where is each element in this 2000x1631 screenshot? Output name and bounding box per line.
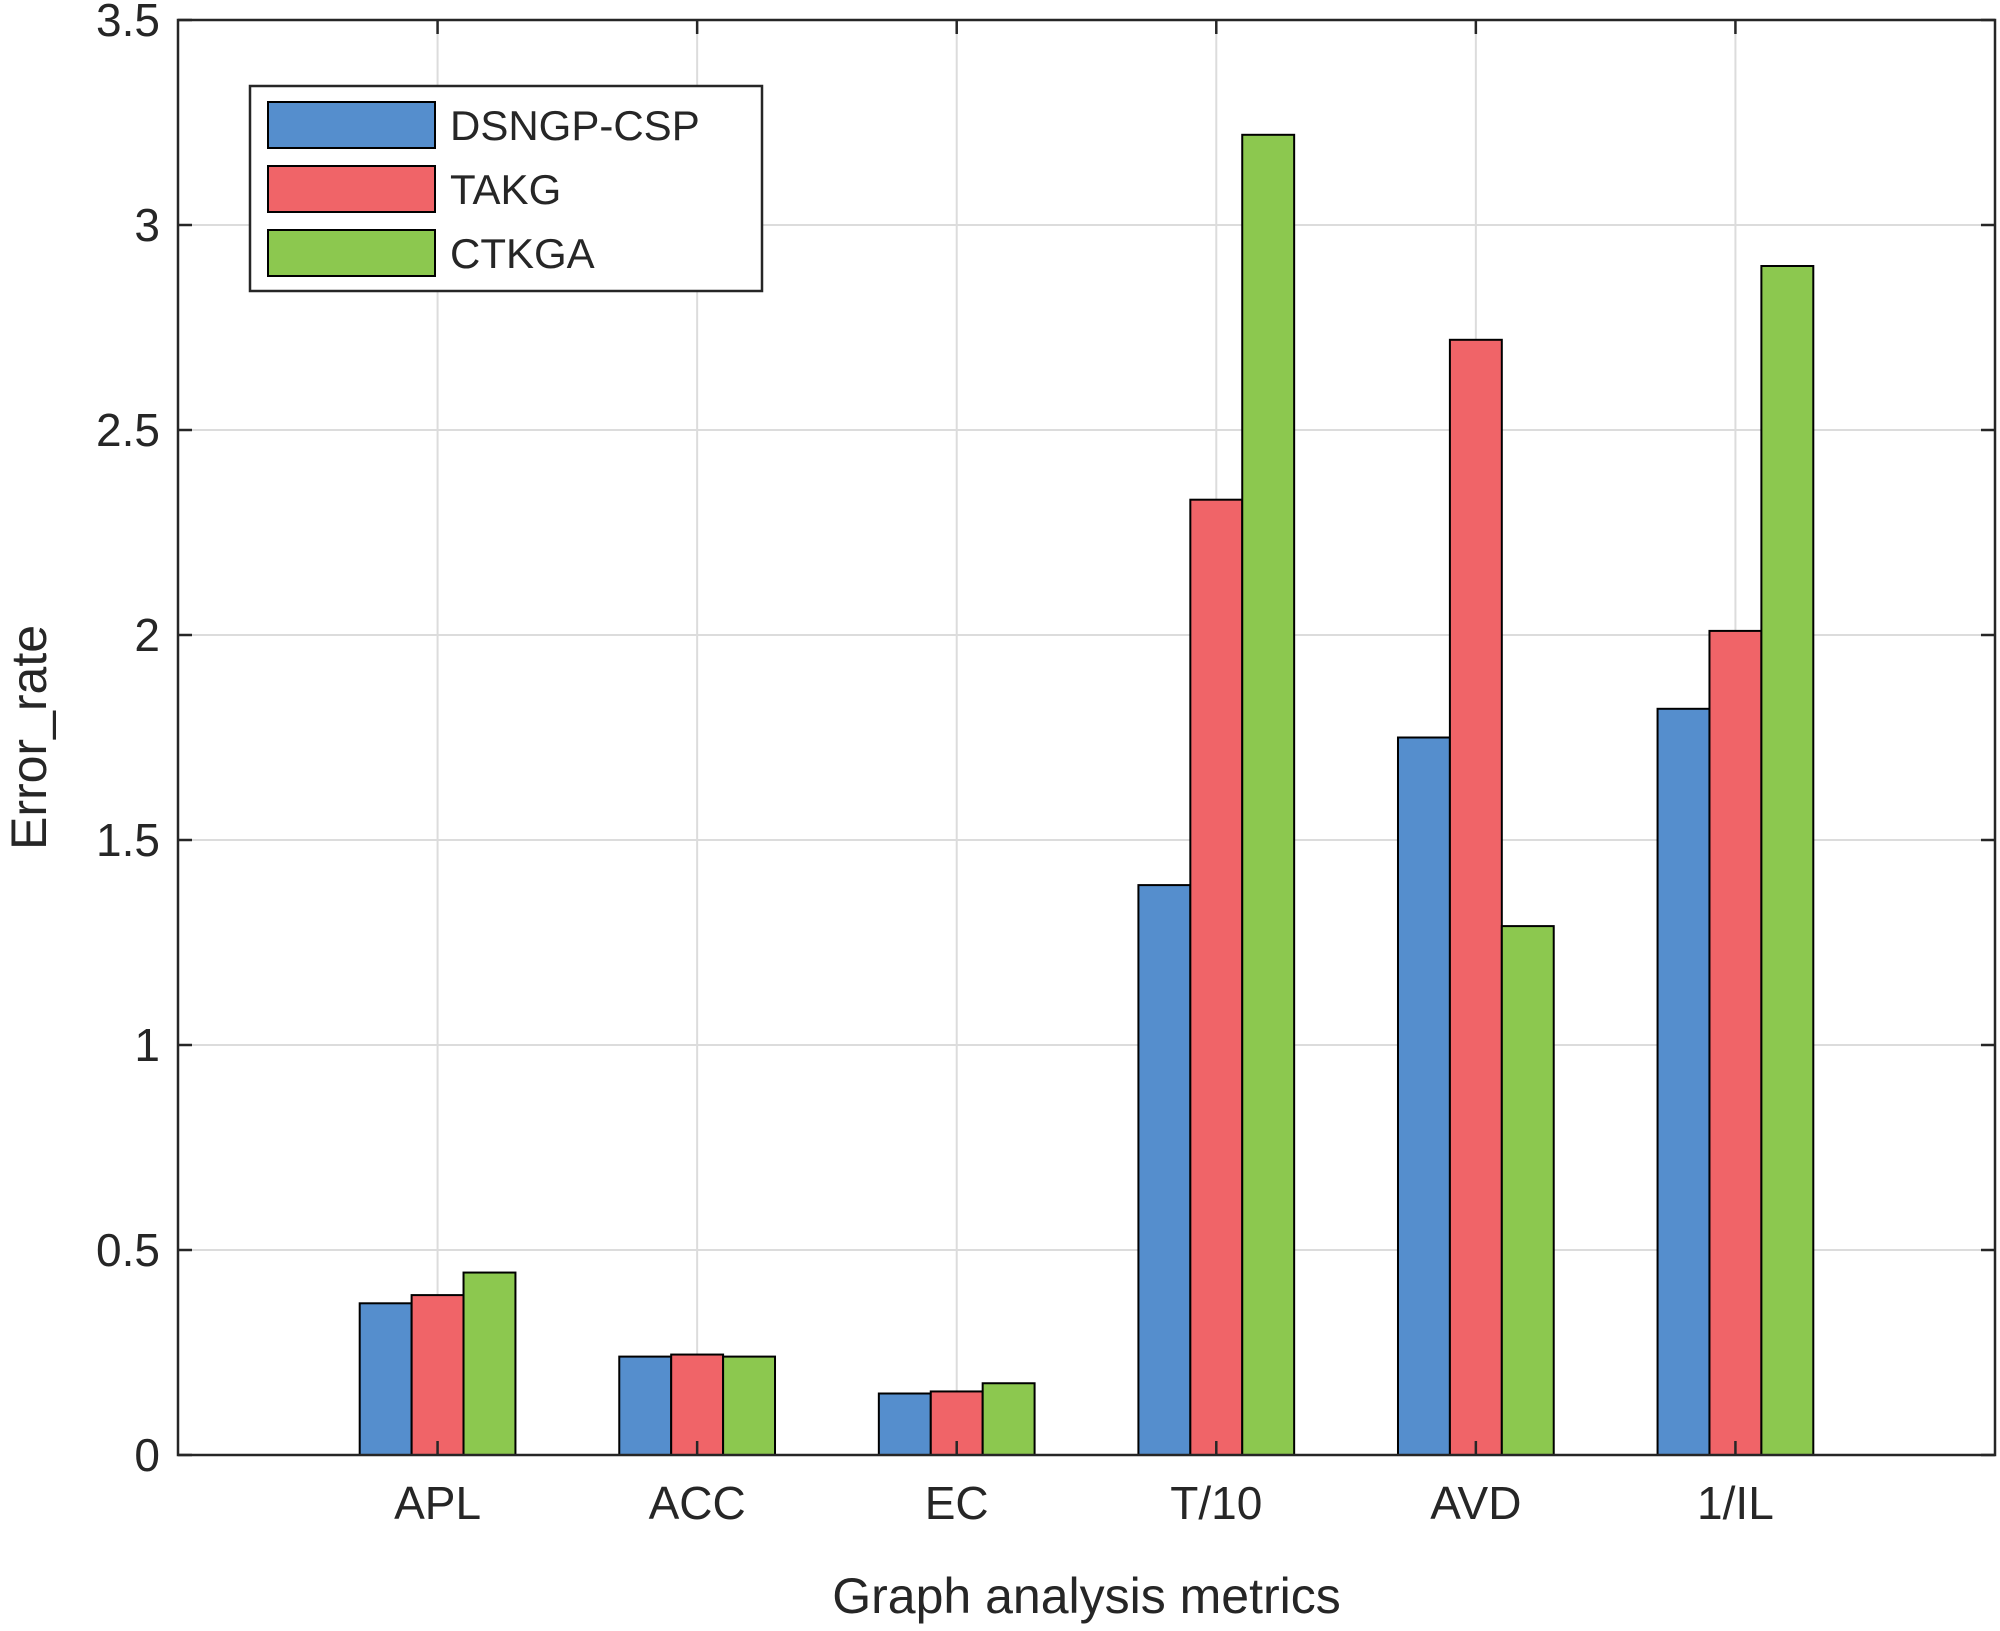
tick-layer: 0 0.5 1 1.5 2 2.5 3 3.5 APL ACC EC T/10 AVD 1/IL [96,0,1995,1529]
x-tick-label: 1/IL [1697,1477,1774,1529]
bar-layer [358,133,1815,1457]
x-tick-label: EC [925,1477,989,1529]
x-axis-label: Graph analysis metrics [832,1568,1341,1624]
bar [1448,338,1503,1456]
bar [358,1302,413,1457]
x-tick-label: T/10 [1170,1477,1262,1529]
y-axis-label: Error_rate [1,625,57,850]
bar [1241,133,1296,1456]
legend-label: CTKGA [450,230,595,277]
bar [1708,629,1763,1456]
y-tick-label: 2 [134,609,160,661]
x-tick-label: AVD [1430,1477,1521,1529]
legend-swatch [267,229,436,277]
y-tick-label: 0.5 [96,1224,160,1276]
bar [462,1271,517,1457]
axes-box [176,18,1997,1457]
bar [670,1353,725,1457]
y-tick-label: 1 [134,1019,160,1071]
bar [722,1355,777,1456]
y-tick-label: 3 [134,199,160,251]
y-tick-label: 0 [134,1429,160,1481]
legend-swatch [267,165,436,213]
legend-label: DSNGP-CSP [450,102,700,149]
y-tick-label: 3.5 [96,0,160,46]
x-tick-label: APL [394,1477,481,1529]
bar [1500,925,1555,1456]
bar [410,1294,465,1456]
legend-swatch [267,101,436,149]
bar [877,1392,932,1456]
bar [981,1382,1036,1456]
bar [1189,498,1244,1456]
bar [1137,884,1192,1456]
bar [618,1355,673,1456]
y-tick-label: 1.5 [96,814,160,866]
bar [1396,736,1451,1456]
legend: DSNGP-CSP TAKG CTKGA [248,84,764,293]
y-tick-label: 2.5 [96,404,160,456]
x-tick-label: ACC [649,1477,746,1529]
bar [1656,707,1711,1456]
legend-label: TAKG [450,166,561,213]
bar [1760,265,1815,1456]
